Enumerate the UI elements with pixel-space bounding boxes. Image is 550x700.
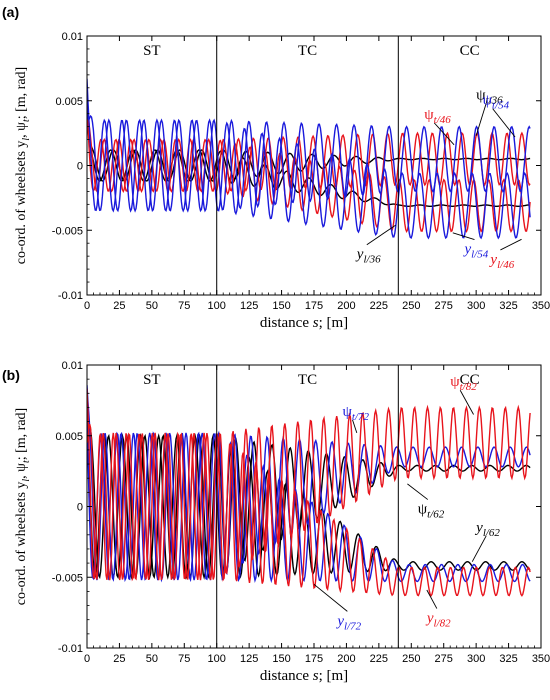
annotation-l-82: yl/82 bbox=[425, 611, 451, 630]
region-label-tc: TC bbox=[298, 43, 317, 59]
y-tick-label: -0.005 bbox=[52, 572, 83, 584]
panel-label: (b) bbox=[2, 367, 20, 383]
region-label-cc: CC bbox=[460, 43, 480, 59]
region-label-st: ST bbox=[143, 43, 161, 59]
x-tick-label: 325 bbox=[499, 653, 517, 665]
x-tick-label: 350 bbox=[532, 300, 550, 312]
y-tick-label: -0.005 bbox=[52, 225, 83, 237]
annotation-l-54: yl/54 bbox=[462, 242, 488, 261]
series-line-yl82 bbox=[87, 388, 531, 597]
series-group bbox=[87, 385, 531, 597]
series-line-yl54 bbox=[87, 78, 531, 240]
annotation-l-72: yl/72 bbox=[335, 613, 361, 632]
x-tick-label: 250 bbox=[402, 653, 420, 665]
x-tick-label: 350 bbox=[532, 653, 550, 665]
annotation-t-82: ψt/82 bbox=[450, 374, 477, 393]
x-tick-label: 275 bbox=[435, 300, 453, 312]
annotation-l-36: yl/36 bbox=[355, 247, 381, 266]
x-tick-label: 225 bbox=[370, 653, 388, 665]
annotation-t-54: ψt/54 bbox=[483, 93, 510, 112]
x-tick-label: 150 bbox=[272, 300, 290, 312]
series-line-yl46 bbox=[87, 100, 531, 234]
panel-b: ST TC CC 0 25 50 75 100 125 150 175 200 225 250 275 300… bbox=[2, 360, 550, 684]
x-tick-label: 125 bbox=[240, 300, 258, 312]
annotation-t-72: ψt/72 bbox=[343, 404, 370, 423]
x-tick-label: 25 bbox=[113, 653, 125, 665]
y-tick-label: 0 bbox=[77, 502, 83, 514]
y-tick-label: -0.01 bbox=[58, 643, 83, 655]
x-tick-label: 250 bbox=[402, 300, 420, 312]
series-group bbox=[87, 78, 531, 240]
annotation-t-36: ψt/36 bbox=[476, 87, 503, 106]
x-tick-label: 300 bbox=[467, 653, 485, 665]
x-tick-label: 50 bbox=[146, 300, 158, 312]
y-tick-label: 0.01 bbox=[62, 360, 83, 372]
annotation-leader bbox=[433, 122, 455, 146]
x-tick-label: 325 bbox=[499, 300, 517, 312]
region-label-cc: CC bbox=[460, 372, 480, 388]
y-tick-label: 0 bbox=[77, 161, 83, 173]
region-label-tc: TC bbox=[298, 372, 317, 388]
annotation-leader bbox=[407, 483, 429, 500]
annotation-leader bbox=[492, 108, 516, 138]
series-line-t82 bbox=[87, 404, 531, 581]
annotation-leader bbox=[426, 589, 438, 609]
x-tick-label: 300 bbox=[467, 300, 485, 312]
x-tick-label: 225 bbox=[370, 300, 388, 312]
annotation-t-46: ψt/46 bbox=[424, 107, 451, 126]
annotation-leader bbox=[452, 232, 475, 240]
annotation-t-62: ψt/62 bbox=[418, 502, 445, 521]
x-tick-label: 100 bbox=[208, 653, 226, 665]
annotation-l-62: yl/62 bbox=[474, 520, 500, 539]
x-tick-label: 275 bbox=[435, 653, 453, 665]
y-tick-label: -0.01 bbox=[58, 290, 83, 302]
x-tick-label: 200 bbox=[337, 653, 355, 665]
y-tick-label: 0.005 bbox=[55, 431, 83, 443]
annotation-leader bbox=[366, 224, 396, 246]
annotation-l-46: yl/46 bbox=[488, 252, 514, 271]
series-line-t54 bbox=[87, 107, 531, 213]
y-axis-label: co-ord. of wheelsets yl, ψt; [m, rad] bbox=[14, 408, 32, 605]
panel-a: ST TC CC 0 25 50 75 100 125 150 175 200 225 250 275 300… bbox=[2, 4, 550, 331]
x-tick-label: 50 bbox=[146, 653, 158, 665]
x-axis-label: distance s; [m] bbox=[260, 668, 348, 684]
y-axis-label: co-ord. of wheelsets yl, ψt; [m, rad] bbox=[14, 67, 32, 264]
x-tick-label: 75 bbox=[178, 653, 190, 665]
annotation-leader bbox=[313, 583, 348, 612]
annotation-leader bbox=[475, 103, 487, 136]
y-tick-label: 0.005 bbox=[55, 96, 83, 108]
annotation-leader bbox=[471, 535, 487, 562]
x-tick-label: 125 bbox=[240, 653, 258, 665]
annotation-leader bbox=[500, 238, 522, 251]
annotation-leader bbox=[352, 419, 358, 434]
x-axis-label: distance s; [m] bbox=[260, 315, 348, 331]
region-label-st: ST bbox=[143, 372, 161, 388]
panel-label: (a) bbox=[2, 4, 19, 20]
x-tick-label: 75 bbox=[178, 300, 190, 312]
x-tick-label: 25 bbox=[113, 300, 125, 312]
x-tick-label: 175 bbox=[305, 653, 323, 665]
x-tick-label: 200 bbox=[337, 300, 355, 312]
x-tick-label: 150 bbox=[272, 653, 290, 665]
x-tick-label: 100 bbox=[208, 300, 226, 312]
x-tick-label: 0 bbox=[84, 653, 90, 665]
y-tick-label: 0.01 bbox=[62, 31, 83, 43]
annotation-leader bbox=[459, 390, 474, 415]
x-tick-label: 175 bbox=[305, 300, 323, 312]
x-tick-label: 0 bbox=[84, 300, 90, 312]
